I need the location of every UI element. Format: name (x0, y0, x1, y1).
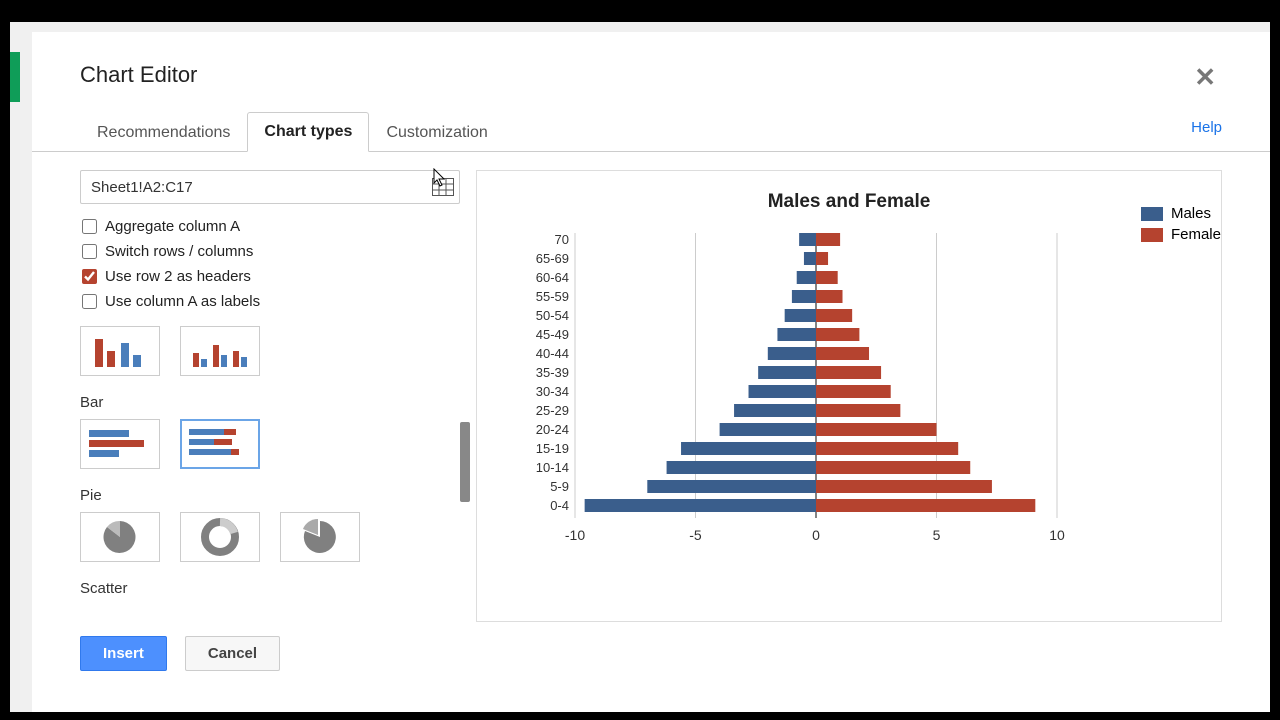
chart-thumb-col2[interactable] (180, 326, 260, 376)
tab-chart-types[interactable]: Chart types (247, 112, 369, 152)
legend-swatch (1141, 207, 1163, 221)
chart-thumb-pie1[interactable] (80, 512, 160, 562)
svg-text:55-59: 55-59 (536, 289, 569, 304)
svg-text:45-49: 45-49 (536, 327, 569, 342)
sheets-accent-strip (10, 52, 20, 102)
mouse-cursor-icon (430, 168, 448, 190)
chart-preview: Males and Female 70 65-69 60-64 55-59 50-54 4… (476, 170, 1222, 622)
chart-title: Males and Female (497, 191, 1201, 213)
data-range-input[interactable] (80, 170, 460, 204)
svg-text:25-29: 25-29 (536, 403, 569, 418)
tab-customization[interactable]: Customization (369, 113, 504, 152)
help-link[interactable]: Help (1191, 119, 1222, 144)
chart-thumb-bar1[interactable] (80, 419, 160, 469)
chart-editor-dialog: Chart Editor ✕ RecommendationsChart type… (32, 32, 1270, 712)
svg-text:40-44: 40-44 (536, 346, 569, 361)
svg-text:-10: -10 (565, 527, 585, 543)
chart-section-label: Pie (80, 487, 460, 504)
chart-section-label: Scatter (80, 580, 460, 597)
svg-text:65-69: 65-69 (536, 251, 569, 266)
dialog-title: Chart Editor (80, 62, 197, 88)
left-panel: Aggregate column ASwitch rows / columnsU… (80, 170, 460, 622)
svg-text:5: 5 (933, 527, 941, 543)
checkbox-use-row-2-as-headers[interactable]: Use row 2 as headers (80, 264, 460, 289)
chart-thumb-col1[interactable] (80, 326, 160, 376)
chart-thumb-bar2[interactable] (180, 419, 260, 469)
svg-text:-5: -5 (689, 527, 702, 543)
svg-text:35-39: 35-39 (536, 365, 569, 380)
chart-section-label: Bar (80, 394, 460, 411)
svg-text:15-19: 15-19 (536, 441, 569, 456)
svg-text:5-9: 5-9 (550, 479, 569, 494)
tab-recommendations[interactable]: Recommendations (80, 113, 247, 152)
cancel-button[interactable]: Cancel (185, 636, 280, 671)
svg-text:0: 0 (812, 527, 820, 543)
svg-text:20-24: 20-24 (536, 422, 569, 437)
svg-text:50-54: 50-54 (536, 308, 569, 323)
svg-text:10-14: 10-14 (536, 460, 569, 475)
svg-text:60-64: 60-64 (536, 270, 569, 285)
population-pyramid-chart: 70 65-69 60-64 55-59 50-54 45-49 40-44 35-39 30-… (497, 225, 1077, 545)
svg-text:10: 10 (1049, 527, 1065, 543)
chart-thumb-pie2[interactable] (180, 512, 260, 562)
insert-button[interactable]: Insert (80, 636, 167, 671)
svg-text:70: 70 (555, 232, 569, 247)
legend-swatch (1141, 228, 1163, 242)
chart-types-scrollbar[interactable] (460, 422, 470, 502)
checkbox-aggregate-column-a[interactable]: Aggregate column A (80, 214, 460, 239)
chart-legend: Males Female (1141, 205, 1221, 247)
chart-thumb-pie3[interactable] (280, 512, 360, 562)
checkbox-use-column-a-as-labels[interactable]: Use column A as labels (80, 289, 460, 314)
checkbox-switch-rows-columns[interactable]: Switch rows / columns (80, 239, 460, 264)
legend-item-males: Males (1141, 205, 1221, 222)
close-button[interactable]: ✕ (1188, 62, 1222, 93)
svg-text:0-4: 0-4 (550, 498, 569, 513)
legend-item-female: Female (1141, 226, 1221, 243)
svg-text:30-34: 30-34 (536, 384, 569, 399)
